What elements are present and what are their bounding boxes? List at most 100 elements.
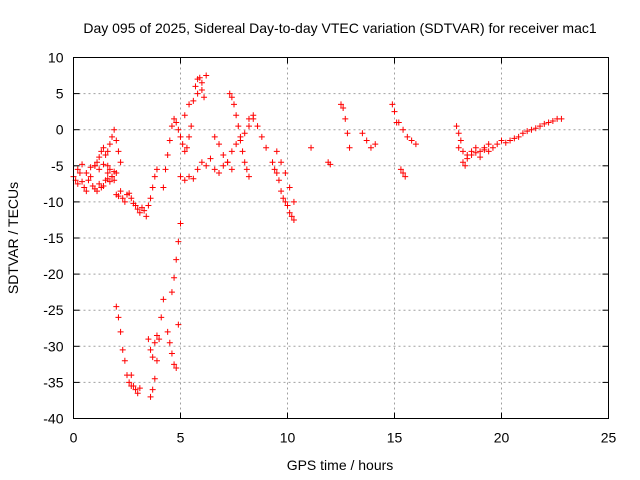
data-point [141, 207, 148, 214]
data-point [160, 296, 167, 303]
data-point [545, 119, 552, 126]
data-point [115, 314, 122, 321]
data-point [177, 220, 184, 227]
data-point [228, 148, 235, 155]
data-point [269, 159, 276, 166]
data-point [109, 133, 116, 140]
data-point [462, 162, 469, 169]
y-tick-label: -10 [43, 194, 63, 210]
data-point [220, 151, 227, 158]
data-point [290, 198, 297, 205]
data-point [389, 101, 396, 108]
data-point [224, 159, 231, 166]
data-point [235, 123, 242, 130]
data-point [532, 125, 539, 132]
data-point [541, 120, 548, 127]
data-point [254, 123, 261, 130]
data-point [275, 177, 282, 184]
data-point [168, 289, 175, 296]
data-point [115, 148, 122, 155]
data-point [111, 177, 118, 184]
data-point [147, 346, 154, 353]
x-tick-label: 25 [601, 430, 617, 446]
data-point [412, 141, 419, 148]
data-point [498, 137, 505, 144]
data-point [282, 170, 289, 177]
data-point [400, 126, 407, 133]
data-point [87, 164, 94, 171]
data-point [136, 385, 143, 392]
x-tick-label: 10 [280, 430, 296, 446]
data-point [494, 141, 501, 148]
data-point [250, 112, 257, 119]
data-point [158, 314, 165, 321]
x-tick-label: 5 [177, 430, 185, 446]
data-point [363, 137, 370, 144]
data-point [228, 94, 235, 101]
data-point [194, 90, 201, 97]
y-tick-label: 10 [48, 50, 64, 66]
data-point [198, 86, 205, 93]
data-point [109, 173, 116, 180]
data-point [190, 97, 197, 104]
data-point [87, 173, 94, 180]
data-point [91, 162, 98, 169]
data-point [515, 133, 522, 140]
data-point [177, 173, 184, 180]
data-point [171, 115, 178, 122]
data-point [558, 115, 565, 122]
data-point [188, 123, 195, 130]
data-point [286, 209, 293, 216]
y-tick-label: -15 [43, 230, 63, 246]
data-point [76, 170, 83, 177]
data-point [282, 198, 289, 205]
data-point [132, 386, 139, 393]
data-point [119, 195, 126, 202]
data-point [94, 159, 101, 166]
data-point [128, 372, 135, 379]
data-point [216, 170, 223, 177]
data-point [164, 151, 171, 158]
data-points [70, 72, 565, 400]
x-tick-label: 15 [387, 430, 403, 446]
data-point [468, 151, 475, 158]
data-point [177, 133, 184, 140]
data-point [181, 148, 188, 155]
data-point [477, 154, 484, 161]
y-tick-label: -30 [43, 338, 63, 354]
data-point [344, 130, 351, 137]
data-point [111, 126, 118, 133]
data-point [391, 108, 398, 115]
data-point [153, 357, 160, 364]
data-point [186, 173, 193, 180]
data-point [102, 151, 109, 158]
data-point [472, 144, 479, 151]
data-point [121, 198, 128, 205]
data-point [121, 357, 128, 364]
data-point [464, 155, 471, 162]
data-point [96, 180, 103, 187]
y-tick-label: 5 [56, 86, 64, 102]
data-point [194, 166, 201, 173]
data-point [117, 159, 124, 166]
data-point [126, 190, 133, 197]
data-point [100, 161, 107, 168]
data-point [485, 141, 492, 148]
data-point [181, 112, 188, 119]
data-point [117, 328, 124, 335]
data-point [100, 144, 107, 151]
data-point [145, 336, 152, 343]
data-point [115, 193, 122, 200]
y-tick-label: 0 [56, 122, 64, 138]
data-point [481, 146, 488, 153]
data-point [164, 328, 171, 335]
data-point [190, 175, 197, 182]
y-tick-label: -25 [43, 302, 63, 318]
data-point [192, 83, 199, 90]
data-point [83, 188, 90, 195]
axis-ticks: 0 5 10 15 20 25 -40 -35 -30 -25 -20 -15 -10 -5 0 5 10 [43, 50, 616, 446]
data-point [455, 144, 462, 151]
data-point [119, 346, 126, 353]
data-point [271, 166, 278, 173]
y-axis-label: SDTVAR / TECUs [5, 182, 21, 294]
